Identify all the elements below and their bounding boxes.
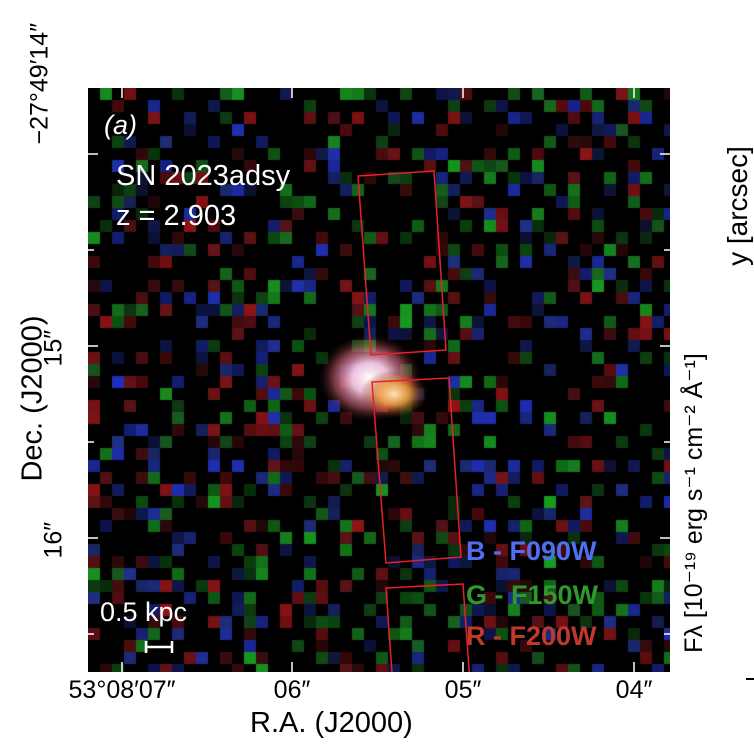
rgb-image-panel: (a) SN 2023adsy z = 2.903 0.5 kpc B - F0… — [88, 88, 670, 672]
slit-rectangle-3 — [385, 583, 470, 672]
legend-filter: F200W — [509, 621, 597, 651]
redshift-label: z = 2.903 — [116, 200, 237, 232]
legend-separator: - — [493, 536, 510, 566]
x-tick-label: 06″ — [273, 676, 311, 704]
y-axis-label: Dec. (J2000) — [16, 315, 49, 482]
scale-bar-label: 0.5 kpc — [100, 597, 188, 627]
object-name: SN 2023adsy — [116, 160, 291, 192]
y-tick-label: −27°49′14″ — [25, 22, 54, 145]
slit-rectangle-1 — [357, 170, 447, 356]
x-tick-label: 53°08′07″ — [68, 676, 176, 704]
supernova-source — [360, 370, 428, 418]
slit-overlay — [88, 88, 670, 672]
legend-entry-red: R - F200W — [466, 621, 597, 652]
right-panel-y-label: y [arcsec] — [722, 146, 753, 266]
legend-separator: - — [493, 621, 510, 651]
y-tick-label: 16″ — [39, 521, 68, 559]
legend-filter: F150W — [511, 580, 599, 610]
right-panel-tick — [746, 678, 754, 680]
x-tick-label: 05″ — [444, 676, 482, 704]
legend-separator: - — [494, 580, 512, 610]
legend-filter: F090W — [509, 536, 597, 566]
legend-entry-green: G - F150W — [466, 580, 598, 611]
panel-label: (a) — [104, 110, 137, 140]
scale-bar — [144, 641, 174, 653]
x-axis-label: R.A. (J2000) — [250, 707, 413, 739]
frame-ticks — [88, 88, 670, 672]
x-tick-label: 04″ — [615, 676, 653, 704]
slit-rectangle-2 — [371, 377, 462, 564]
legend-entry-blue: B - F090W — [466, 536, 597, 567]
right-panel-flux-label: Fλ [10⁻¹⁹ erg s⁻¹ cm⁻² Å⁻¹] — [680, 353, 708, 653]
legend-channel: B — [466, 536, 486, 566]
legend-channel: G — [466, 580, 488, 610]
legend-channel: R — [466, 621, 486, 651]
